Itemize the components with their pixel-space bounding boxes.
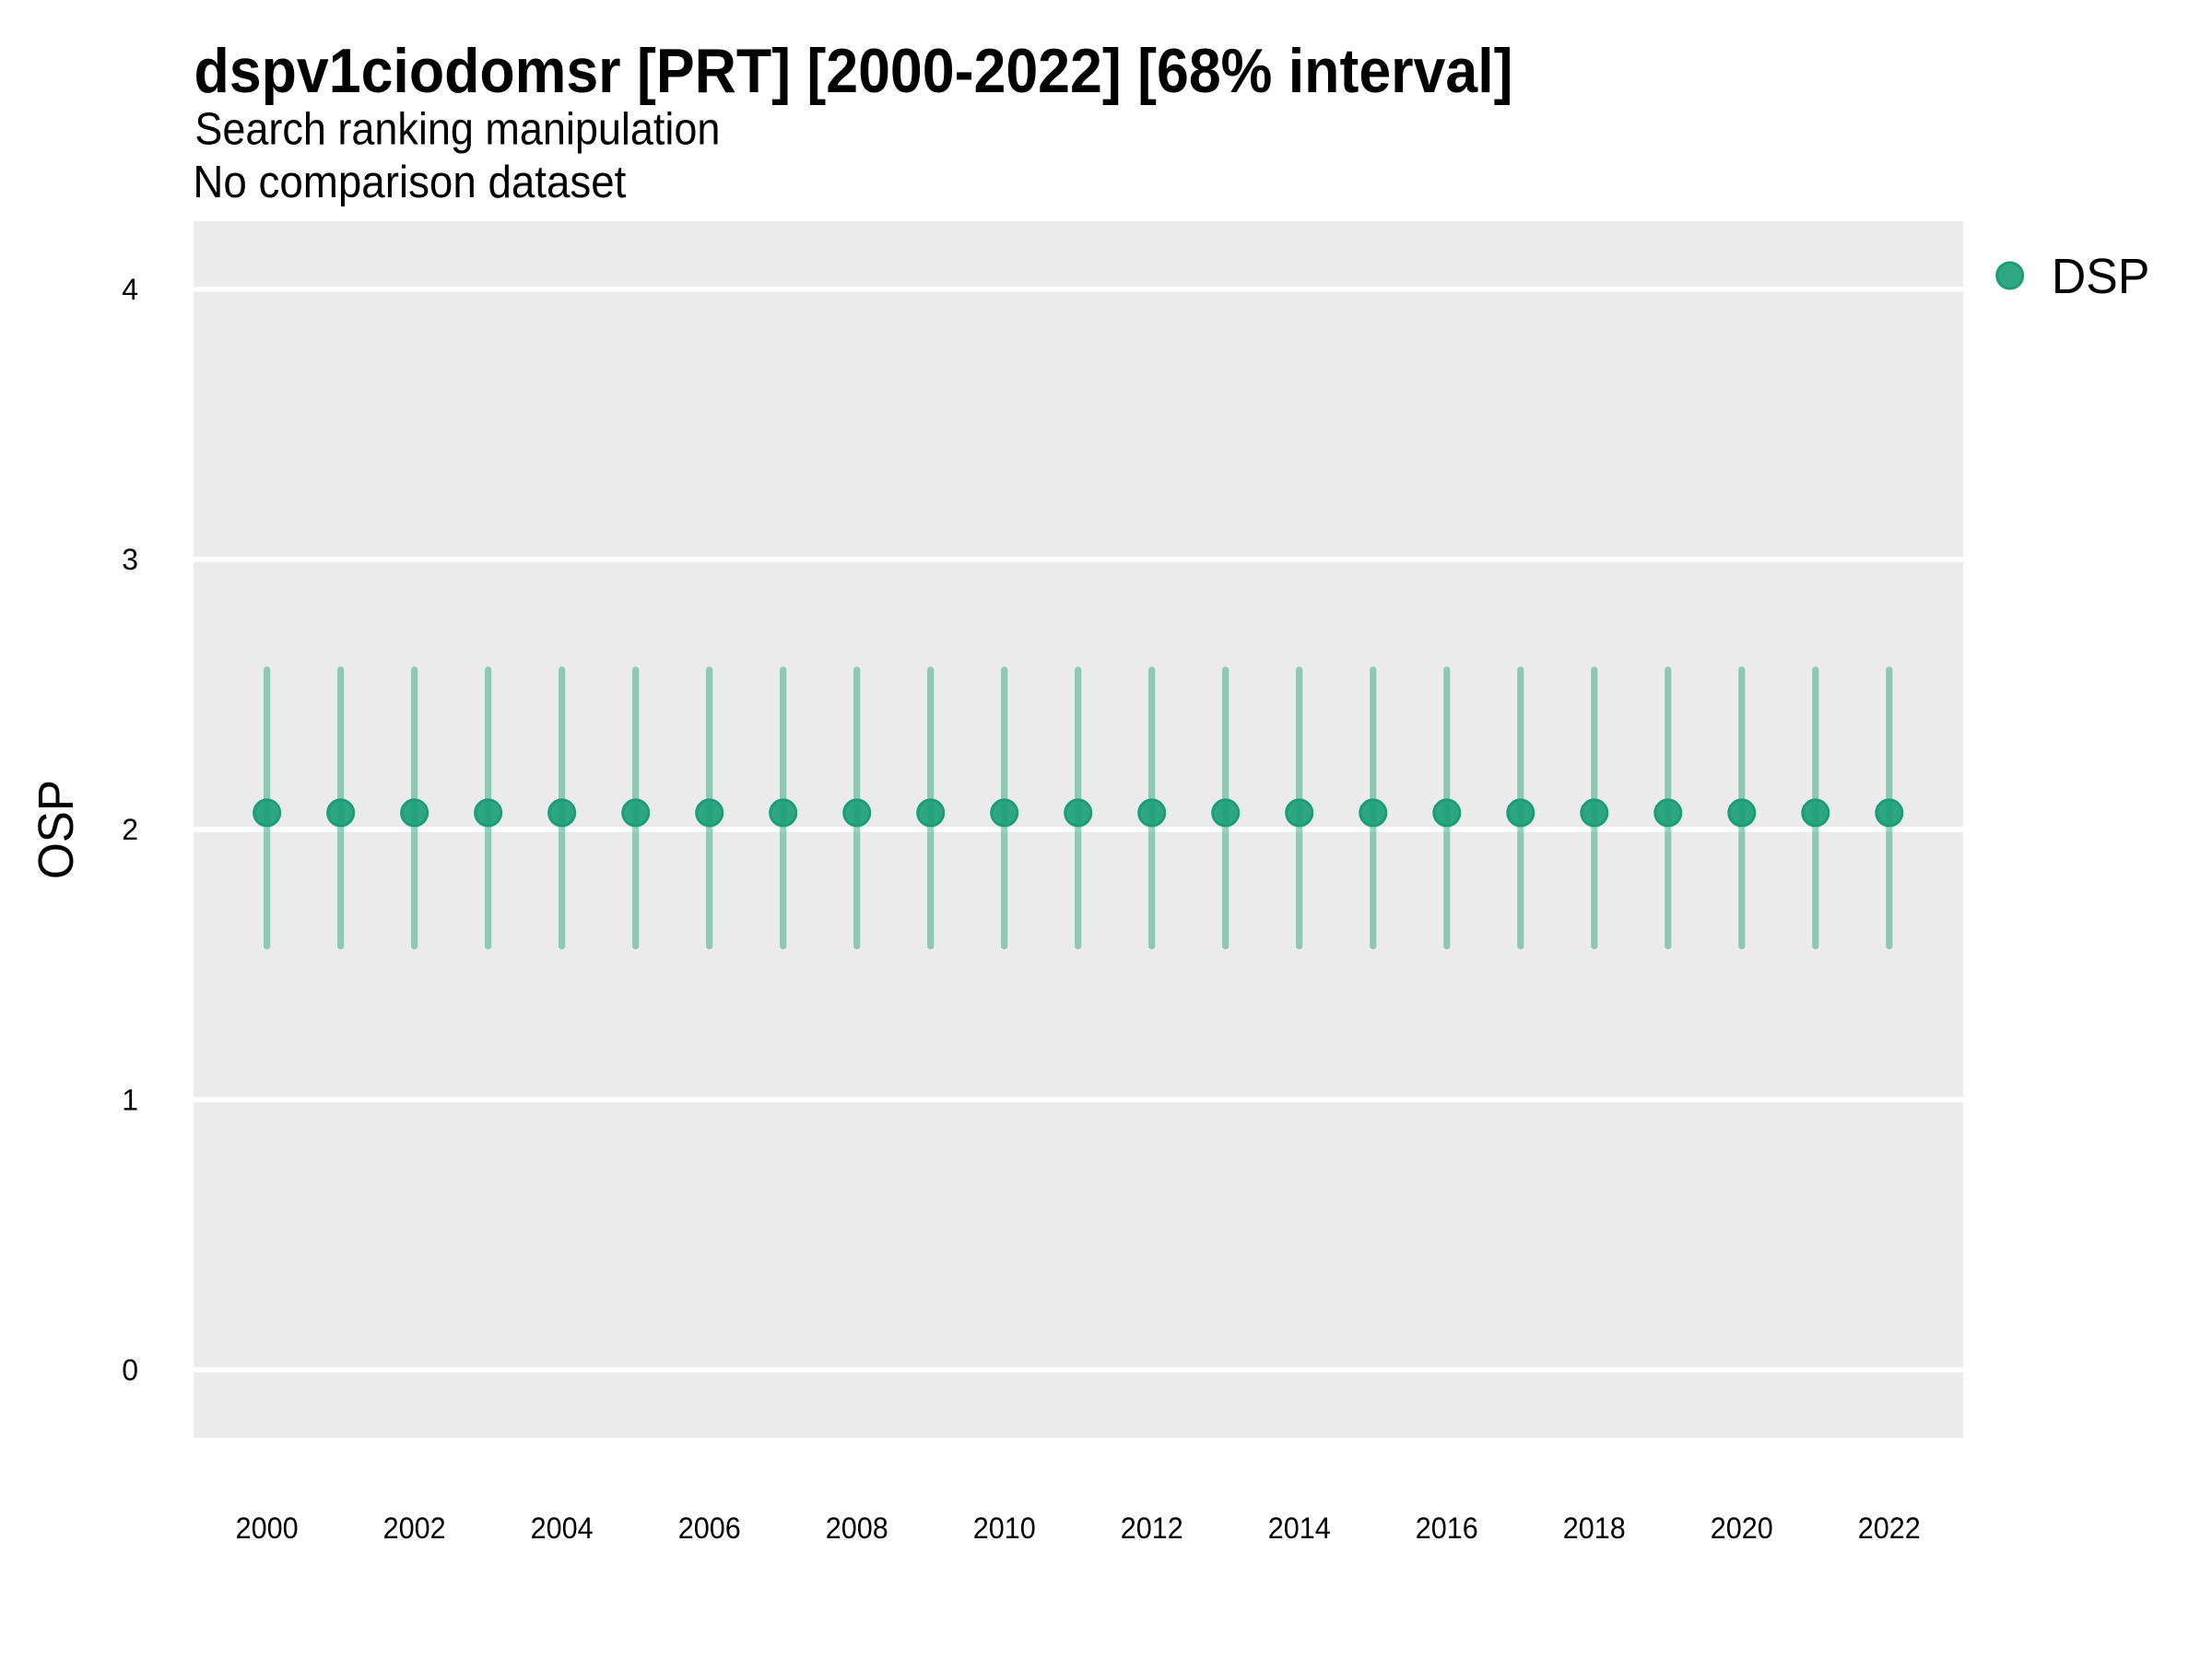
svg-text:2016: 2016 xyxy=(1416,1512,1478,1545)
svg-text:2004: 2004 xyxy=(531,1512,594,1545)
svg-text:0: 0 xyxy=(122,1353,138,1386)
svg-text:2014: 2014 xyxy=(1268,1512,1331,1545)
svg-text:1: 1 xyxy=(122,1083,138,1116)
svg-text:2008: 2008 xyxy=(826,1512,888,1545)
svg-text:OSP: OSP xyxy=(29,780,84,879)
svg-text:2022: 2022 xyxy=(1858,1512,1921,1545)
svg-text:No comparison dataset: No comparison dataset xyxy=(193,157,626,207)
svg-text:4: 4 xyxy=(122,273,138,306)
svg-text:2010: 2010 xyxy=(973,1512,1036,1545)
svg-text:3: 3 xyxy=(122,543,138,576)
svg-text:2018: 2018 xyxy=(1563,1512,1626,1545)
svg-text:2006: 2006 xyxy=(678,1512,741,1545)
svg-text:2002: 2002 xyxy=(383,1512,446,1545)
svg-text:Search ranking manipulation: Search ranking manipulation xyxy=(194,104,720,155)
svg-text:DSP: DSP xyxy=(2052,249,2150,304)
svg-text:2020: 2020 xyxy=(1711,1512,1773,1545)
svg-text:2000: 2000 xyxy=(236,1512,299,1545)
svg-text:dspv1ciodomsr [PRT] [2000-2022: dspv1ciodomsr [PRT] [2000-2022] [68% int… xyxy=(194,36,1513,106)
svg-text:2: 2 xyxy=(122,813,138,846)
svg-text:2012: 2012 xyxy=(1121,1512,1183,1545)
